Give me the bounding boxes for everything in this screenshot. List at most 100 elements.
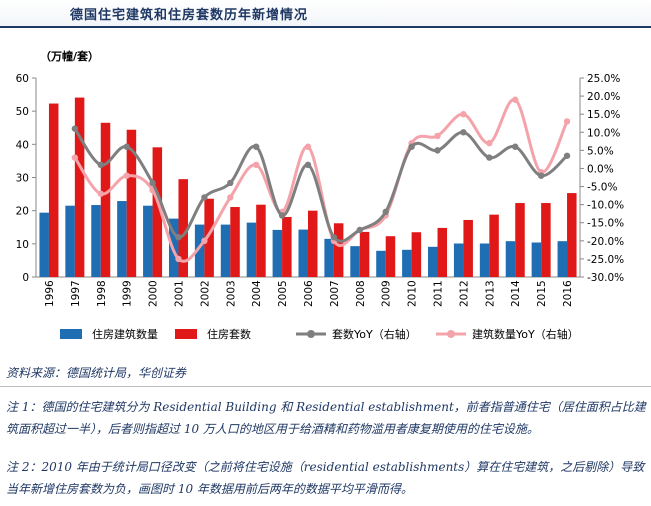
bar-dwellings-2006 <box>308 210 318 277</box>
point-dwellings-yoy-2008 <box>356 226 364 234</box>
y-axis-unit-label: （万幢/套） <box>40 49 99 63</box>
point-dwellings-yoy-2006 <box>304 161 312 169</box>
point-buildings-yoy-2011 <box>434 132 441 140</box>
bar-buildings-1996 <box>39 212 49 277</box>
x-tick-label: 2006 <box>303 280 315 307</box>
bar-buildings-2005 <box>272 229 283 277</box>
point-dwellings-yoy-2003 <box>227 179 234 187</box>
left-tick-label: 20 <box>16 206 29 218</box>
right-tick-label: -5.0% <box>587 182 617 194</box>
point-dwellings-yoy-1998 <box>97 161 104 169</box>
legend-swatch-0 <box>60 329 82 339</box>
right-tick-label: 0.0% <box>587 163 614 175</box>
left-tick-label: 40 <box>16 139 29 151</box>
note-2: 注 2：2010 年由于统计局口径改变（之前将住宅设施（residential … <box>6 460 645 496</box>
point-buildings-yoy-2004 <box>252 161 260 169</box>
x-tick-label: 2015 <box>536 280 548 307</box>
left-tick-label: 10 <box>16 239 29 251</box>
right-tick-label: -25.0% <box>587 254 624 266</box>
x-tick-label: 2004 <box>251 280 263 307</box>
x-tick-label: 2014 <box>510 280 522 307</box>
bar-dwellings-2011 <box>437 227 448 277</box>
point-buildings-yoy-1999 <box>123 172 130 179</box>
point-dwellings-yoy-2009 <box>382 208 389 216</box>
legend-label-2: 套数YoY（右轴） <box>332 327 417 341</box>
bar-dwellings-2007 <box>333 223 344 277</box>
left-tick-label: 30 <box>16 173 29 185</box>
point-buildings-yoy-2002 <box>201 237 208 245</box>
legend-marker-3 <box>447 330 455 338</box>
x-tick-label: 2007 <box>329 280 341 307</box>
x-tick-label: 2009 <box>381 280 393 307</box>
bar-buildings-2009 <box>376 250 386 277</box>
left-tick-label: 60 <box>16 73 29 85</box>
bar-buildings-2007 <box>324 238 334 277</box>
bar-buildings-2011 <box>428 246 438 277</box>
x-tick-label: 2010 <box>407 280 419 307</box>
divider-line <box>0 386 651 387</box>
point-buildings-yoy-2001 <box>175 255 182 263</box>
bar-dwellings-2013 <box>489 214 499 277</box>
title-divider <box>0 26 651 28</box>
right-tick-label: -30.0% <box>587 272 624 284</box>
bar-buildings-2013 <box>479 243 490 277</box>
x-tick-label: 1996 <box>44 280 56 307</box>
point-buildings-yoy-1998 <box>97 190 104 197</box>
left-tick-label: 50 <box>16 106 29 118</box>
bar-buildings-2006 <box>298 229 308 277</box>
x-tick-label: 1998 <box>96 280 108 307</box>
housing-chart: （万幢/套） 0 10 20 30 40 50 60 25.0% 20.0% 15.0% 10.0% 5… <box>16 49 625 341</box>
bar-buildings-1999 <box>117 201 127 277</box>
right-tick-label: 15.0% <box>587 109 620 121</box>
point-dwellings-yoy-2000 <box>149 179 156 187</box>
right-tick-label: 25.0% <box>587 73 620 85</box>
bar-buildings-2002 <box>194 224 205 277</box>
bar-dwellings-1996 <box>48 103 59 277</box>
point-buildings-yoy-2003 <box>227 194 234 201</box>
bar-buildings-2012 <box>453 243 464 277</box>
bar-dwellings-2001 <box>178 179 188 277</box>
bar-dwellings-2002 <box>204 198 214 277</box>
point-buildings-yoy-2013 <box>486 139 493 147</box>
point-dwellings-yoy-2001 <box>175 234 182 241</box>
bar-dwellings-2009 <box>385 236 396 277</box>
point-dwellings-yoy-2002 <box>201 194 208 201</box>
point-buildings-yoy-2014 <box>512 96 519 103</box>
title-band <box>0 0 651 26</box>
left-tick-label: 0 <box>22 272 29 284</box>
bar-dwellings-1998 <box>100 122 111 278</box>
point-dwellings-yoy-2007 <box>330 234 338 241</box>
bar-dwellings-2014 <box>515 203 525 277</box>
bar-dwellings-2003 <box>230 207 240 277</box>
point-dwellings-yoy-2011 <box>434 147 441 154</box>
point-dwellings-yoy-2013 <box>486 154 493 161</box>
bar-buildings-2008 <box>350 246 360 277</box>
point-dwellings-yoy-2005 <box>278 212 286 219</box>
bar-dwellings-2012 <box>463 219 473 277</box>
point-dwellings-yoy-2016 <box>563 152 571 159</box>
bar-buildings-2010 <box>402 249 412 277</box>
bar-dwellings-2015 <box>541 203 551 277</box>
x-tick-label: 2012 <box>458 280 470 307</box>
x-tick-label: 2002 <box>199 280 211 307</box>
point-buildings-yoy-2006 <box>304 143 312 150</box>
point-buildings-yoy-2012 <box>460 110 467 118</box>
right-tick-label: 20.0% <box>587 91 620 103</box>
bar-dwellings-2010 <box>411 232 422 277</box>
x-tick-label: 2013 <box>484 280 496 307</box>
bar-dwellings-1999 <box>126 129 137 277</box>
bar-buildings-1997 <box>65 205 75 277</box>
legend-label-3: 建筑数量YoY（右轴） <box>472 327 579 341</box>
x-tick-label: 2016 <box>562 280 574 307</box>
point-buildings-yoy-2016 <box>563 118 571 125</box>
point-buildings-yoy-1997 <box>71 154 79 161</box>
bar-dwellings-2000 <box>152 147 163 277</box>
point-dwellings-yoy-2014 <box>512 143 519 150</box>
line-dwellings-yoy <box>73 127 569 243</box>
bar-buildings-2014 <box>505 241 516 277</box>
bar-dwellings-1997 <box>74 97 85 278</box>
bar-dwellings-2016 <box>567 193 577 277</box>
x-tick-label: 1999 <box>122 280 134 307</box>
x-tick-label: 1997 <box>70 280 82 307</box>
bar-buildings-2000 <box>143 205 153 277</box>
